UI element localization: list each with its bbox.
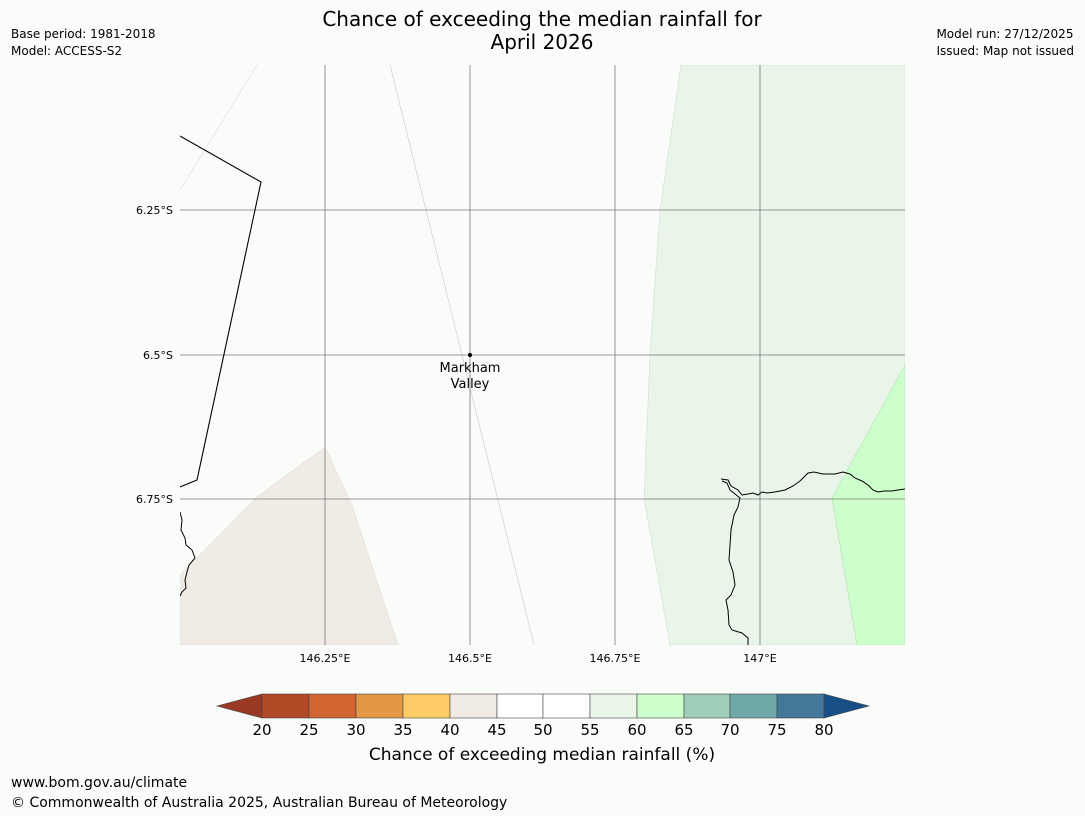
colorbar-tick-label: 75 <box>767 721 786 739</box>
colorbar-tick-label: 80 <box>814 721 833 739</box>
colorbar-ticks: 20 25 30 35 40 45 50 55 60 65 70 75 80 <box>252 721 833 739</box>
footer-copyright: © Commonwealth of Australia 2025, Austra… <box>11 795 508 811</box>
lat-label: 6.5°S <box>143 349 173 362</box>
colorbar-cell-40-45 <box>449 693 498 719</box>
colorbar-cell-45-50 <box>496 693 544 719</box>
lon-label: 146.5°E <box>448 652 492 665</box>
colorbar <box>215 693 871 719</box>
colorbar-tick-label: 70 <box>720 721 739 739</box>
model-run-text: Model run: 27/12/2025 <box>936 27 1074 41</box>
region-40-45 <box>180 446 399 645</box>
region-60-65 <box>831 364 905 645</box>
colorbar-tick-label: 50 <box>533 721 552 739</box>
colorbar-arrow-low <box>215 693 263 719</box>
location-marker[interactable] <box>468 353 472 357</box>
colorbar-cell-60-65 <box>636 693 685 719</box>
colorbar-cell-20-25 <box>261 693 310 719</box>
colorbar-tick-label: 25 <box>299 721 318 739</box>
title-line-1: Chance of exceeding the median rainfall … <box>322 7 762 31</box>
river-line <box>720 471 905 496</box>
issued-text: Issued: Map not issued <box>936 44 1074 58</box>
title-line-2: April 2026 <box>490 30 594 54</box>
colorbar-tick-label: 20 <box>252 721 271 739</box>
colorbar-cell-55-60 <box>589 693 638 719</box>
colorbar-tick-label: 45 <box>487 721 506 739</box>
lon-label: 146.25°E <box>300 652 351 665</box>
map-title: Chance of exceeding the median rainfall … <box>242 8 842 54</box>
model-text: Model: ACCESS-S2 <box>11 44 123 58</box>
meta-left: Base period: 1981-2018 Model: ACCESS-S2 <box>11 26 156 60</box>
colorbar-cell-50-55 <box>542 693 591 719</box>
colorbar-cell-35-40 <box>402 693 451 719</box>
meta-right: Model run: 27/12/2025 Issued: Map not is… <box>936 26 1074 60</box>
place-label-line2: Valley <box>451 377 490 392</box>
place-label-line1: Markham <box>440 361 501 376</box>
coastline-west <box>180 511 196 597</box>
gridlines <box>180 65 905 645</box>
colorbar-tick-label: 40 <box>440 721 459 739</box>
colorbar-tick-label: 55 <box>580 721 599 739</box>
colorbar-tick-label: 60 <box>627 721 646 739</box>
lon-label: 147°E <box>743 652 776 665</box>
lon-label: 146.75°E <box>590 652 641 665</box>
footer-url[interactable]: www.bom.gov.au/climate <box>11 775 188 791</box>
colorbar-cell-70-75 <box>729 693 778 719</box>
map-canvas: Markham Valley 6.25°S 6.5°S 6.75°S 146.2… <box>136 65 905 739</box>
colorbar-cell-65-70 <box>683 693 731 719</box>
colorbar-arrow-high <box>823 693 871 719</box>
map-area[interactable] <box>180 65 905 645</box>
contour-line <box>180 65 258 191</box>
lat-label: 6.75°S <box>136 493 173 506</box>
colorbar-tick-label: 35 <box>393 721 412 739</box>
lat-label: 6.25°S <box>136 204 173 217</box>
district-boundary <box>180 135 262 488</box>
colorbar-cell-30-35 <box>355 693 404 719</box>
colorbar-tick-label: 65 <box>674 721 693 739</box>
colorbar-tick-label: 30 <box>346 721 365 739</box>
river-branch <box>721 480 749 645</box>
colorbar-cell-25-30 <box>308 693 357 719</box>
colorbar-cell-75-80 <box>776 693 825 719</box>
base-period-text: Base period: 1981-2018 <box>11 27 156 41</box>
legend-title: Chance of exceeding median rainfall (%) <box>368 745 716 765</box>
